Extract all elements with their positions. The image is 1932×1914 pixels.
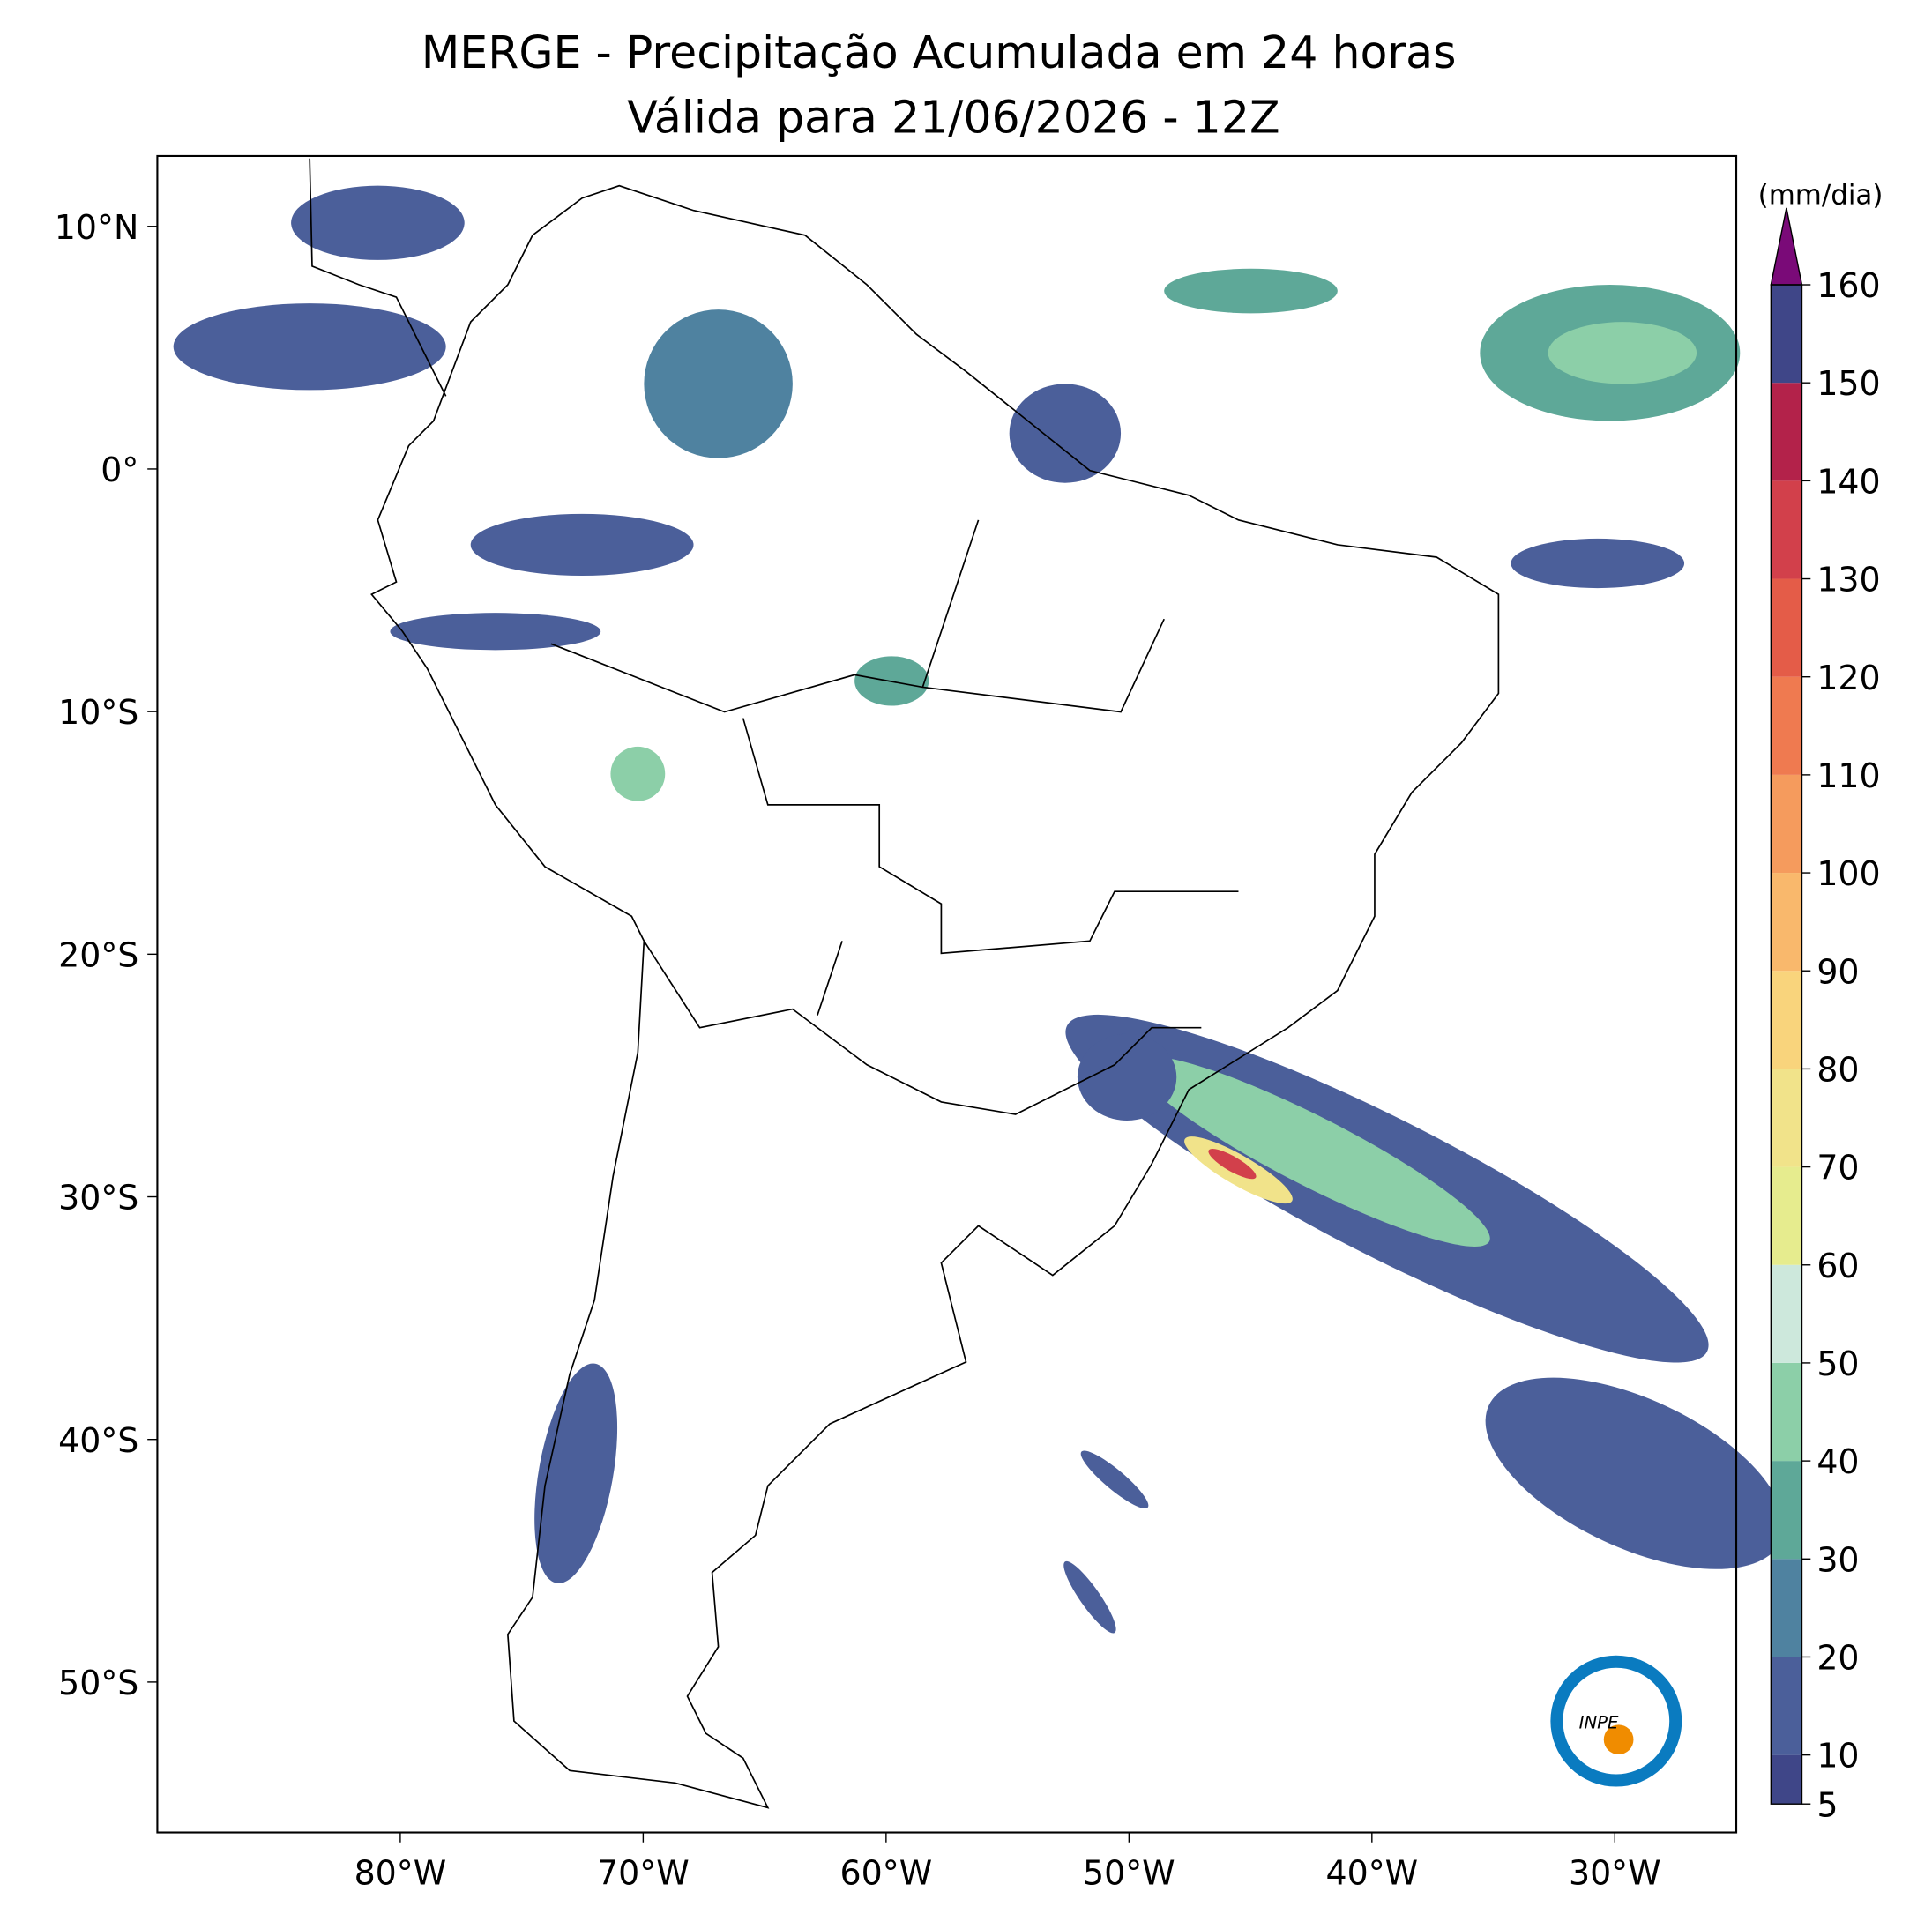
title: MERGE - Precipitação Acumulada em 24 hor…	[421, 26, 1457, 78]
y-tick-label: 10°N	[55, 208, 139, 247]
y-tick-label: 30°S	[58, 1179, 138, 1218]
y-tick-label: 40°S	[58, 1421, 138, 1460]
colorbar-band	[1771, 1559, 1802, 1657]
colorbar-frame	[1770, 284, 1803, 1805]
y-tick-label: 20°S	[58, 935, 138, 974]
colorbar-tick-label: 10	[1816, 1737, 1859, 1776]
colorbar-tick-label: 150	[1816, 364, 1880, 403]
colorbar-band	[1771, 1069, 1802, 1167]
colorbar-band	[1771, 971, 1802, 1069]
colorbar-tick-label: 60	[1816, 1247, 1859, 1285]
colorbar-tick-label: 80	[1816, 1050, 1859, 1089]
colorbar-label: (mm/dia)	[1758, 180, 1884, 212]
colorbar-tick-label: 30	[1816, 1540, 1859, 1579]
colorbar-tick-label: 140	[1816, 462, 1880, 501]
colorbar-band	[1771, 383, 1802, 481]
x-tick-label: 60°W	[840, 1854, 933, 1893]
colorbar-tick-label: 20	[1816, 1639, 1859, 1678]
map-frame	[156, 154, 1738, 1834]
logo-text: INPE	[1579, 1713, 1619, 1733]
colorbar-tick-label: 40	[1816, 1442, 1859, 1481]
colorbar-band	[1771, 285, 1802, 384]
x-tick-label: 30°W	[1569, 1854, 1661, 1893]
x-tick-label: 80°W	[354, 1854, 447, 1893]
colorbar-tick-label: 110	[1816, 756, 1880, 795]
colorbar-band	[1771, 1657, 1802, 1755]
colorbar-band	[1771, 774, 1802, 874]
y-tick-label: 0°	[101, 451, 138, 489]
colorbar-band	[1771, 1754, 1802, 1805]
x-tick-label: 70°W	[597, 1854, 690, 1893]
inpe-logo: INPE	[1550, 1655, 1682, 1787]
colorbar-tick-label: 5	[1816, 1785, 1838, 1824]
colorbar-band	[1771, 873, 1802, 972]
colorbar-tick-label: 100	[1816, 854, 1880, 893]
colorbar-tick-label: 130	[1816, 561, 1880, 600]
coastlines	[309, 158, 1500, 1809]
x-tick-label: 40°W	[1325, 1854, 1418, 1893]
colorbar-tick-label: 160	[1816, 266, 1880, 305]
colorbar-band	[1771, 1264, 1802, 1363]
precipitation	[173, 185, 1785, 1634]
colorbar-tick-label: 120	[1816, 659, 1880, 697]
colorbar-tick-label: 90	[1816, 952, 1859, 991]
colorbar-band	[1771, 480, 1802, 579]
x-tick-label: 50°W	[1083, 1854, 1175, 1893]
y-tick-label: 50°S	[58, 1664, 138, 1702]
colorbar-band	[1771, 1362, 1802, 1462]
colorbar-band	[1771, 1461, 1802, 1560]
colorbar-band	[1771, 676, 1802, 775]
subtitle: Válida para 21/06/2026 - 12Z	[627, 91, 1279, 143]
colorbar-extend	[1770, 207, 1803, 286]
colorbar-band	[1771, 1166, 1802, 1265]
colorbar-tick-label: 70	[1816, 1149, 1859, 1188]
y-tick-label: 10°S	[58, 693, 138, 732]
colorbar-tick-label: 50	[1816, 1344, 1859, 1383]
colorbar-band	[1771, 578, 1802, 677]
